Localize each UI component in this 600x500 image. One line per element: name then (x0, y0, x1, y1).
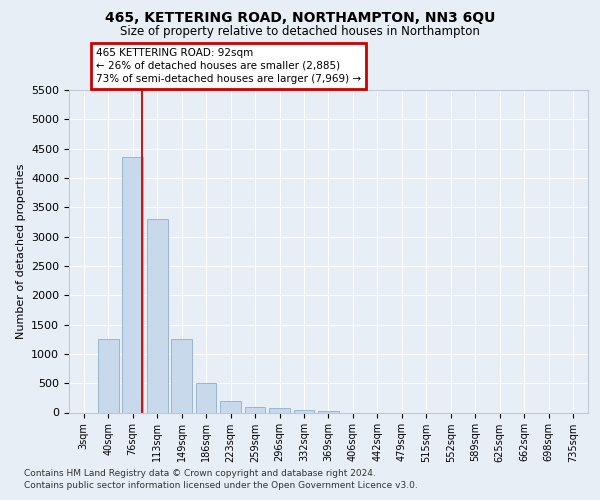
Bar (220, 401, 241, 412)
Bar (245, 406, 265, 412)
Text: Size of property relative to detached houses in Northampton: Size of property relative to detached ho… (120, 25, 480, 38)
Text: 465, KETTERING ROAD, NORTHAMPTON, NN3 6QU: 465, KETTERING ROAD, NORTHAMPTON, NN3 6Q… (105, 12, 495, 26)
Y-axis label: Number of detached properties: Number of detached properties (16, 164, 26, 339)
Text: Contains HM Land Registry data © Crown copyright and database right 2024.: Contains HM Land Registry data © Crown c… (24, 468, 376, 477)
Bar (171, 339, 192, 412)
Text: 465 KETTERING ROAD: 92sqm
← 26% of detached houses are smaller (2,885)
73% of se: 465 KETTERING ROAD: 92sqm ← 26% of detac… (96, 48, 361, 84)
Bar (269, 408, 290, 412)
Bar (147, 219, 167, 412)
Bar (196, 383, 217, 412)
Bar (293, 410, 314, 412)
Text: Contains public sector information licensed under the Open Government Licence v3: Contains public sector information licen… (24, 481, 418, 490)
Bar (98, 339, 119, 412)
Bar (122, 158, 143, 412)
Bar (318, 410, 339, 412)
